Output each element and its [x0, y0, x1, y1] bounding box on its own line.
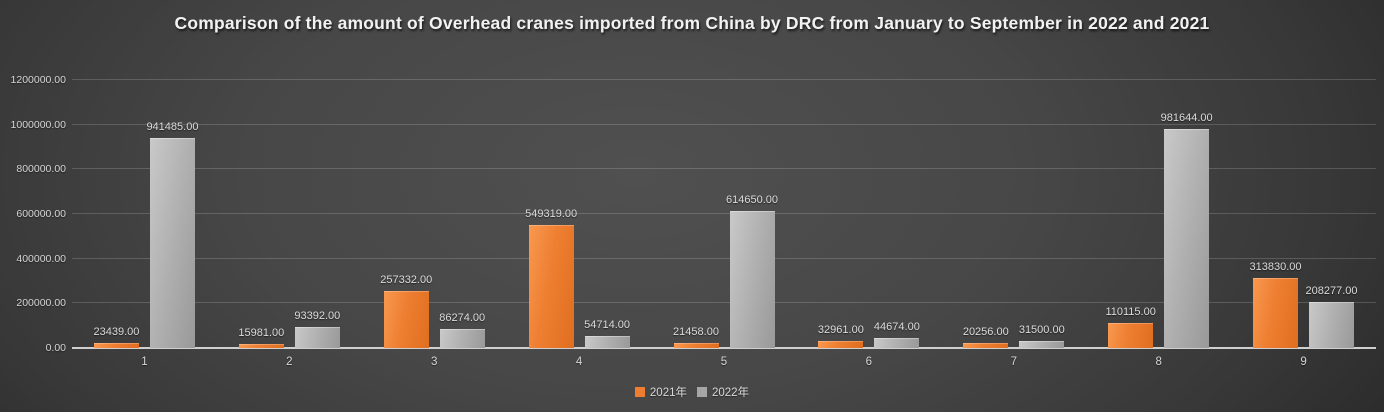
bar-2022年-month-3[interactable] — [439, 328, 485, 348]
value-label: 15981.00 — [238, 327, 285, 340]
bar-2022年-month-7[interactable] — [1019, 340, 1065, 348]
bar-2022年-month-9[interactable] — [1309, 301, 1355, 348]
bar-2022年-month-8[interactable] — [1164, 128, 1210, 348]
value-label: 981644.00 — [1160, 111, 1213, 124]
plot-area: 23439.00 941485.00 15981.00 93392.00 257332.… — [72, 79, 1376, 349]
gridline — [72, 257, 1376, 259]
y-tick-label: 600000.00 — [16, 208, 66, 220]
bar-2021年-month-9[interactable] — [1253, 277, 1299, 348]
x-category-label: 8 — [1155, 356, 1162, 368]
legend-swatch-2022-icon — [697, 387, 707, 397]
bar-2022年-month-2[interactable] — [294, 327, 340, 348]
x-category-label: 9 — [1300, 356, 1307, 368]
value-label: 31500.00 — [1018, 323, 1065, 336]
gridline — [72, 302, 1376, 304]
value-label: 313830.00 — [1249, 260, 1302, 273]
value-label: 44674.00 — [873, 321, 920, 334]
legend-item-2022[interactable]: 2022年 — [697, 384, 749, 400]
gridline — [72, 123, 1376, 125]
gridline — [72, 168, 1376, 170]
value-label: 23439.00 — [93, 325, 140, 338]
bar-2021年-month-6[interactable] — [818, 340, 864, 348]
chart-title: Comparison of the amount of Overhead cra… — [174, 13, 1210, 33]
y-tick-label: 1000000.00 — [10, 118, 66, 131]
x-category-label: 5 — [720, 356, 728, 368]
value-label: 54714.00 — [584, 318, 631, 331]
value-label: 86274.00 — [439, 311, 486, 324]
x-axis-line — [72, 347, 1376, 349]
x-category-label: 4 — [575, 356, 583, 368]
bar-2021年-month-1[interactable] — [93, 342, 139, 348]
value-label: 32961.00 — [817, 323, 864, 336]
value-label: 941485.00 — [146, 120, 199, 133]
value-label: 208277.00 — [1305, 284, 1358, 297]
value-label: 614650.00 — [726, 193, 778, 206]
bar-2022年-month-5[interactable] — [729, 210, 775, 348]
value-label: 93392.00 — [294, 310, 341, 323]
value-label: 257332.00 — [380, 273, 433, 286]
x-category-label: 1 — [141, 356, 148, 368]
x-category-label: 7 — [1010, 356, 1017, 368]
y-tick-label: 400000.00 — [16, 252, 66, 265]
y-tick-label: 0.00 — [45, 342, 66, 354]
value-label: 549319.00 — [525, 208, 578, 221]
bar-2022年-month-4[interactable] — [584, 335, 630, 348]
gridline — [72, 79, 1376, 80]
legend-item-2021[interactable]: 2021年 — [634, 384, 687, 400]
y-tick-label: 1200000.00 — [10, 74, 66, 86]
value-label: 21458.00 — [673, 326, 719, 339]
x-category-label: 6 — [865, 356, 873, 368]
bar-2021年-month-3[interactable] — [383, 290, 429, 348]
bar-2022年-month-6[interactable] — [874, 338, 920, 348]
bar-2021年-month-5[interactable] — [673, 343, 719, 348]
bar-2021年-month-4[interactable] — [528, 225, 574, 348]
gridline — [72, 213, 1376, 214]
value-label: 110115.00 — [1105, 306, 1156, 319]
x-category-label: 2 — [286, 356, 293, 368]
y-tick-label: 800000.00 — [16, 163, 66, 176]
y-tick-label: 200000.00 — [16, 297, 66, 310]
legend-label-2021: 2021年 — [649, 387, 687, 399]
bar-2021年-month-8[interactable] — [1108, 323, 1154, 348]
x-category-label: 3 — [431, 356, 438, 368]
legend-label-2022: 2022年 — [712, 387, 750, 399]
bar-2021年-month-7[interactable] — [963, 343, 1009, 348]
value-label: 20256.00 — [962, 326, 1009, 339]
bar-2021年-month-2[interactable] — [238, 344, 284, 348]
legend: 2021年 2022年 — [0, 384, 1384, 400]
bar-2022年-month-1[interactable] — [149, 137, 195, 348]
legend-swatch-2021-icon — [634, 387, 645, 397]
